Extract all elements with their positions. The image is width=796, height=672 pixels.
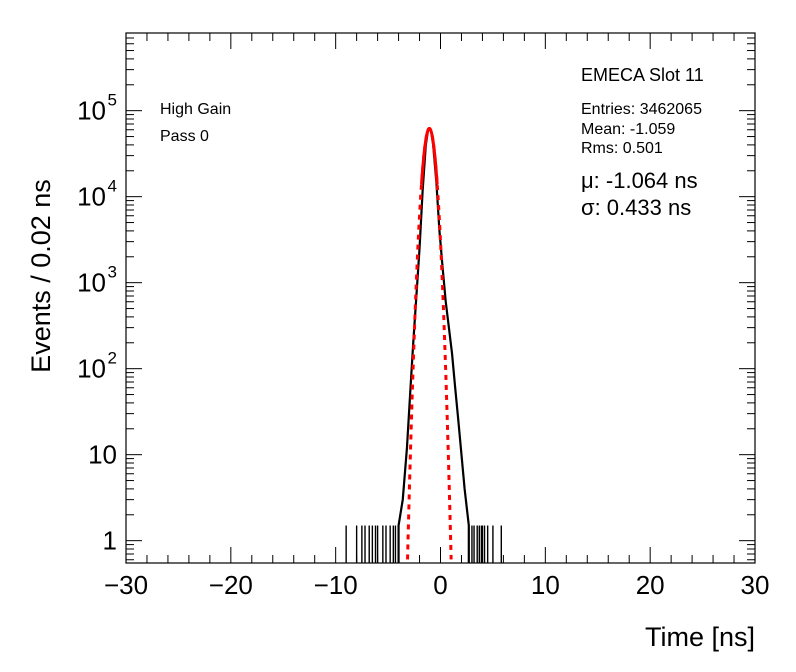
y-tick-label-exponent: 5: [108, 91, 117, 110]
y-tick-label-exponent: 3: [108, 263, 117, 282]
stats-mean: Mean: -1.059: [581, 121, 675, 138]
y-tick-label: 10: [77, 96, 106, 126]
y-axis-title: Events / 0.02 ns: [26, 179, 56, 373]
x-axis-title: Time [ns]: [645, 622, 755, 652]
y-tick-label: 1: [103, 526, 117, 556]
axis-ticks: [125, 32, 756, 563]
fit-mu-label: μ: -1.064 ns: [581, 168, 698, 193]
x-tick-label: 30: [741, 570, 770, 600]
x-tick-label: −10: [314, 570, 358, 600]
x-tick-label: 20: [636, 570, 665, 600]
y-tick-label: 10: [77, 182, 106, 212]
fit-sigma-label: σ: 0.433 ns: [581, 195, 691, 220]
stats-entries: Entries: 3462065: [581, 101, 702, 118]
x-tick-label: 10: [531, 570, 560, 600]
y-tick-label-exponent: 2: [108, 349, 117, 368]
y-tick-label: 10: [88, 440, 117, 470]
gain-annotation: High Gain: [160, 101, 231, 118]
y-tick-label: 10: [77, 268, 106, 298]
x-tick-label: −30: [104, 570, 148, 600]
pass-annotation: Pass 0: [160, 128, 209, 145]
x-tick-label: −20: [209, 570, 253, 600]
chart-title: EMECA Slot 11: [581, 65, 704, 85]
x-tick-label: 0: [433, 570, 447, 600]
y-tick-label-exponent: 4: [108, 177, 117, 196]
stats-rms: Rms: 0.501: [581, 140, 663, 157]
y-tick-label: 10: [77, 354, 106, 384]
fit-curve-dashed: [406, 127, 453, 560]
histogram: [345, 127, 503, 563]
x-tick-labels: −30 −20 −10 0 10 20 30: [104, 570, 770, 600]
gaussian-fit: [406, 127, 453, 560]
